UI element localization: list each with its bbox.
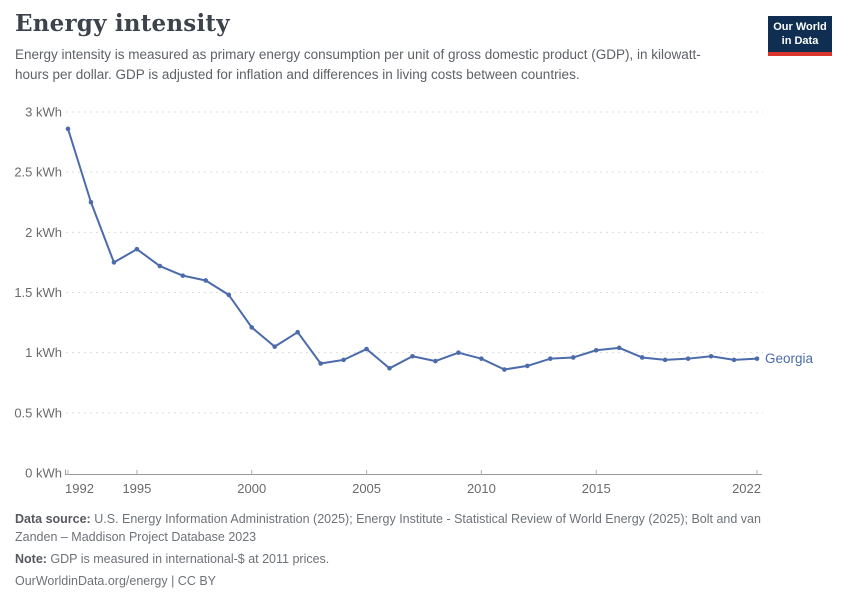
data-point bbox=[662, 357, 668, 363]
data-point bbox=[502, 367, 507, 372]
data-point bbox=[616, 345, 622, 351]
data-point bbox=[525, 363, 530, 369]
data-point bbox=[593, 347, 599, 353]
chart-footer: Data source: U.S. Energy Information Adm… bbox=[15, 511, 763, 595]
x-tick-label: 2000 bbox=[237, 481, 266, 496]
data-point bbox=[364, 346, 369, 352]
data-point bbox=[708, 353, 714, 359]
owid-logo-line1: Our World bbox=[773, 21, 827, 33]
data-point bbox=[295, 329, 300, 335]
data-source-label: Data source: bbox=[15, 512, 91, 526]
chart-header: Energy intensity Energy intensity is mea… bbox=[15, 10, 735, 84]
y-tick-label: 0.5 kWh bbox=[14, 405, 62, 420]
data-source-line: Data source: U.S. Energy Information Adm… bbox=[15, 511, 763, 547]
data-point bbox=[731, 357, 737, 363]
series-end-label: Georgia bbox=[765, 351, 814, 366]
trend-line bbox=[67, 127, 758, 371]
x-tick-label: 1995 bbox=[122, 481, 151, 496]
note-text: GDP is measured in international-$ at 20… bbox=[46, 551, 330, 566]
chart-subtitle: Energy intensity is measured as primary … bbox=[15, 47, 701, 82]
owid-url-link[interactable]: OurWorldinData.org/energy | CC BY bbox=[15, 574, 217, 589]
x-tick-label: 2015 bbox=[582, 481, 611, 496]
data-point bbox=[456, 350, 461, 355]
y-tick-label: 2 kWh bbox=[25, 225, 62, 240]
data-point bbox=[639, 355, 645, 360]
data-point bbox=[180, 273, 186, 278]
data-source-text: U.S. Energy Information Administration (… bbox=[15, 512, 761, 544]
x-tick-label: 2005 bbox=[352, 481, 381, 496]
y-tick-label: 0 kWh bbox=[25, 466, 62, 481]
data-point bbox=[387, 366, 392, 371]
data-point bbox=[754, 356, 760, 361]
data-point bbox=[134, 246, 140, 252]
x-tick-label: 1992 bbox=[65, 481, 94, 496]
note-label: Note: bbox=[15, 551, 47, 566]
owid-logo-line2: in Data bbox=[781, 35, 819, 48]
data-point bbox=[65, 126, 71, 132]
y-tick-label: 3 kWh bbox=[25, 105, 62, 120]
x-tick-label: 2022 bbox=[732, 481, 761, 496]
data-point bbox=[272, 344, 278, 349]
data-point bbox=[685, 356, 691, 361]
y-tick-label: 2.5 kWh bbox=[14, 165, 62, 180]
data-point bbox=[111, 260, 117, 265]
data-point bbox=[341, 357, 346, 363]
data-point bbox=[570, 355, 576, 360]
page-title: Energy intensity bbox=[15, 10, 230, 37]
y-tick-label: 1 kWh bbox=[25, 345, 62, 360]
owid-logo[interactable]: Our World in Data bbox=[768, 16, 832, 56]
note-line: Note: GDP is measured in international-$… bbox=[15, 551, 763, 569]
data-point bbox=[433, 358, 438, 364]
data-point bbox=[249, 325, 255, 330]
data-point bbox=[318, 361, 323, 366]
data-point bbox=[203, 278, 209, 283]
data-point bbox=[548, 356, 553, 361]
data-point bbox=[88, 199, 94, 205]
x-tick-label: 2010 bbox=[467, 481, 496, 496]
data-point bbox=[479, 356, 484, 361]
data-point bbox=[410, 353, 415, 359]
y-tick-label: 1.5 kWh bbox=[14, 285, 62, 300]
data-point bbox=[157, 263, 163, 269]
data-point bbox=[226, 292, 232, 298]
